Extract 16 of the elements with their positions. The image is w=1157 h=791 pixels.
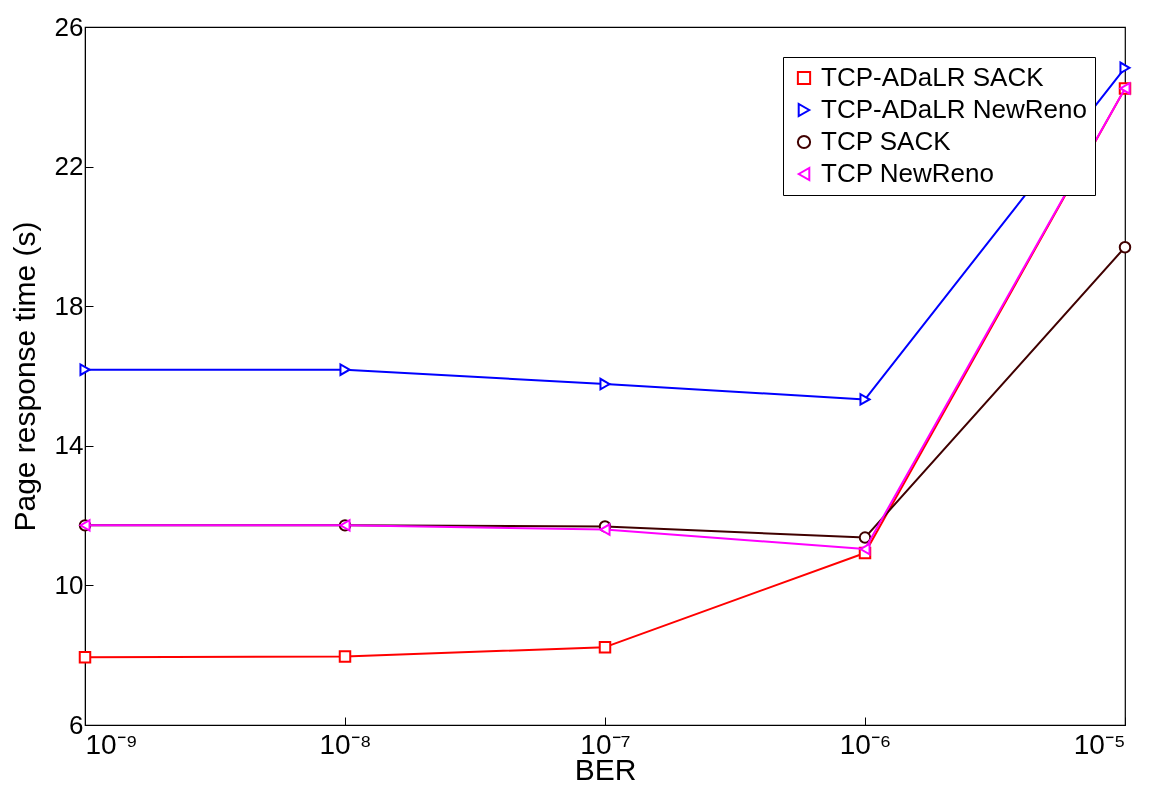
x-tick-label: 10⁻⁸ — [319, 728, 372, 760]
legend-label: TCP NewReno — [821, 158, 994, 188]
y-tick-label: 18 — [54, 290, 84, 321]
legend-label: TCP SACK — [821, 126, 952, 156]
legend-label: TCP-ADaLR NewReno — [821, 94, 1087, 124]
legend-label: TCP-ADaLR SACK — [821, 62, 1045, 92]
y-tick-label: 10 — [54, 569, 84, 600]
x-tick-label: 10⁻⁵ — [1073, 728, 1126, 760]
y-tick-label: 22 — [54, 151, 84, 182]
x-tick-label: 10⁻⁷ — [580, 728, 631, 760]
y-tick-label: 14 — [54, 430, 84, 461]
y-axis-title: Page response time (s) — [7, 221, 41, 532]
y-tick-label: 6 — [69, 709, 84, 740]
x-tick-label: 10⁻⁶ — [839, 728, 892, 760]
x-tick-label: 10⁻⁹ — [85, 728, 138, 760]
y-tick-label: 26 — [54, 11, 84, 42]
